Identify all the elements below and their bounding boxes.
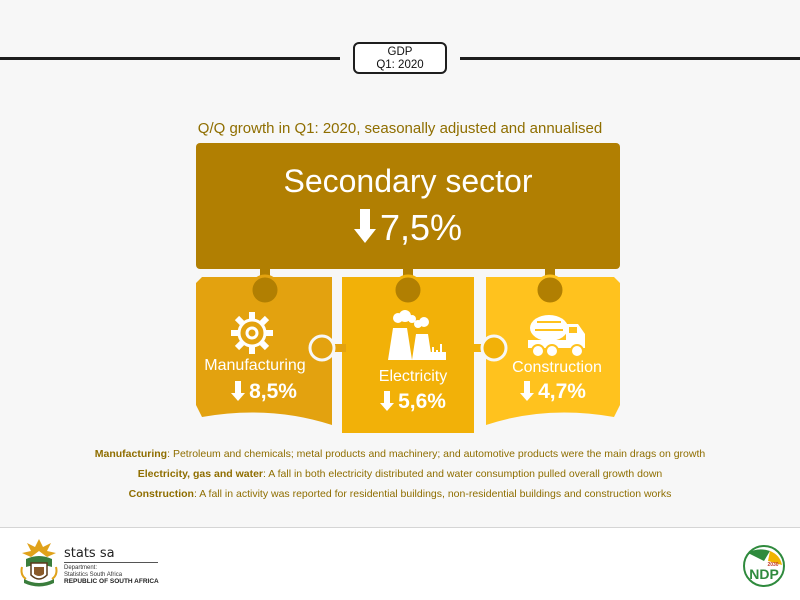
manufacturing-value: 8,5% (196, 380, 332, 404)
electricity-value-text: 5,6% (398, 390, 446, 413)
connector-neck (470, 344, 488, 352)
header-badge: GDP Q1: 2020 (353, 42, 447, 74)
connector-knob (249, 274, 281, 306)
sector-value-text: 7,5% (379, 207, 463, 248)
manufacturing-value-text: 8,5% (249, 380, 297, 403)
arrow-down-icon (380, 391, 395, 411)
electricity-label: Electricity (378, 368, 448, 385)
manufacturing-label: Manufacturing (204, 357, 306, 374)
note-heading: Manufacturing (94, 448, 168, 460)
note-manufacturing: Manufacturing: Petroleum and chemicals; … (0, 444, 800, 464)
sector-value: 7,5% (196, 207, 620, 249)
department-label: Department: Statistics South Africa (64, 565, 122, 579)
header-title-line1: GDP (387, 46, 413, 58)
connector-knob (480, 334, 508, 362)
department-line2: Statistics South Africa (64, 572, 123, 578)
power-plant-icon (388, 310, 446, 360)
note-heading: Electricity, gas and water (137, 468, 264, 480)
electricity-value: 5,6% (342, 390, 484, 414)
header-rule-left (0, 57, 340, 60)
footer (0, 528, 800, 600)
construction-value-text: 4,7% (538, 380, 586, 403)
brand-name: stats sa (64, 546, 115, 561)
cement-truck-icon (528, 315, 585, 358)
connector-knob (534, 274, 566, 306)
header-rule-right (460, 57, 800, 60)
ndp-year: 2030 (767, 562, 778, 568)
ndp-logo-text: NDP (749, 566, 779, 582)
ndp-2030-logo-icon: NDP 2030 (743, 545, 785, 587)
connector-neck (328, 344, 346, 352)
gear-icon (231, 312, 273, 354)
note-heading: Construction (128, 488, 194, 500)
construction-label: Construction (512, 359, 602, 376)
brand-divider (64, 562, 158, 563)
arrow-down-icon (231, 381, 246, 401)
coat-of-arms-icon (20, 539, 58, 587)
note-text: : A fall in activity was reported for re… (193, 488, 672, 500)
construction-value: 4,7% (486, 380, 620, 404)
note-electricity: Electricity, gas and water: A fall in bo… (0, 464, 800, 484)
note-text: : A fall in both electricity distributed… (263, 468, 663, 480)
connector-neck (403, 265, 413, 279)
connector-knob (308, 334, 336, 362)
arrow-down-icon (520, 381, 535, 401)
header-title-line2: Q1: 2020 (376, 59, 424, 71)
notes: Manufacturing: Petroleum and chemicals; … (0, 444, 800, 504)
piece-manufacturing (196, 277, 332, 425)
note-text: : Petroleum and chemicals; metal product… (167, 448, 706, 460)
department-line1: Department: (64, 565, 98, 571)
sector-title: Secondary sector (283, 163, 533, 199)
piece-secondary-sector (196, 143, 620, 269)
note-construction: Construction: A fall in activity was rep… (0, 484, 800, 504)
connector-knob (392, 274, 424, 306)
connector-neck (260, 265, 270, 279)
country-label: REPUBLIC OF SOUTH AFRICA (64, 578, 159, 585)
footer-divider (0, 527, 800, 528)
chart-subtitle: Q/Q growth in Q1: 2020, seasonally adjus… (197, 120, 603, 137)
connector-neck (545, 265, 555, 279)
arrow-down-icon (353, 209, 376, 243)
